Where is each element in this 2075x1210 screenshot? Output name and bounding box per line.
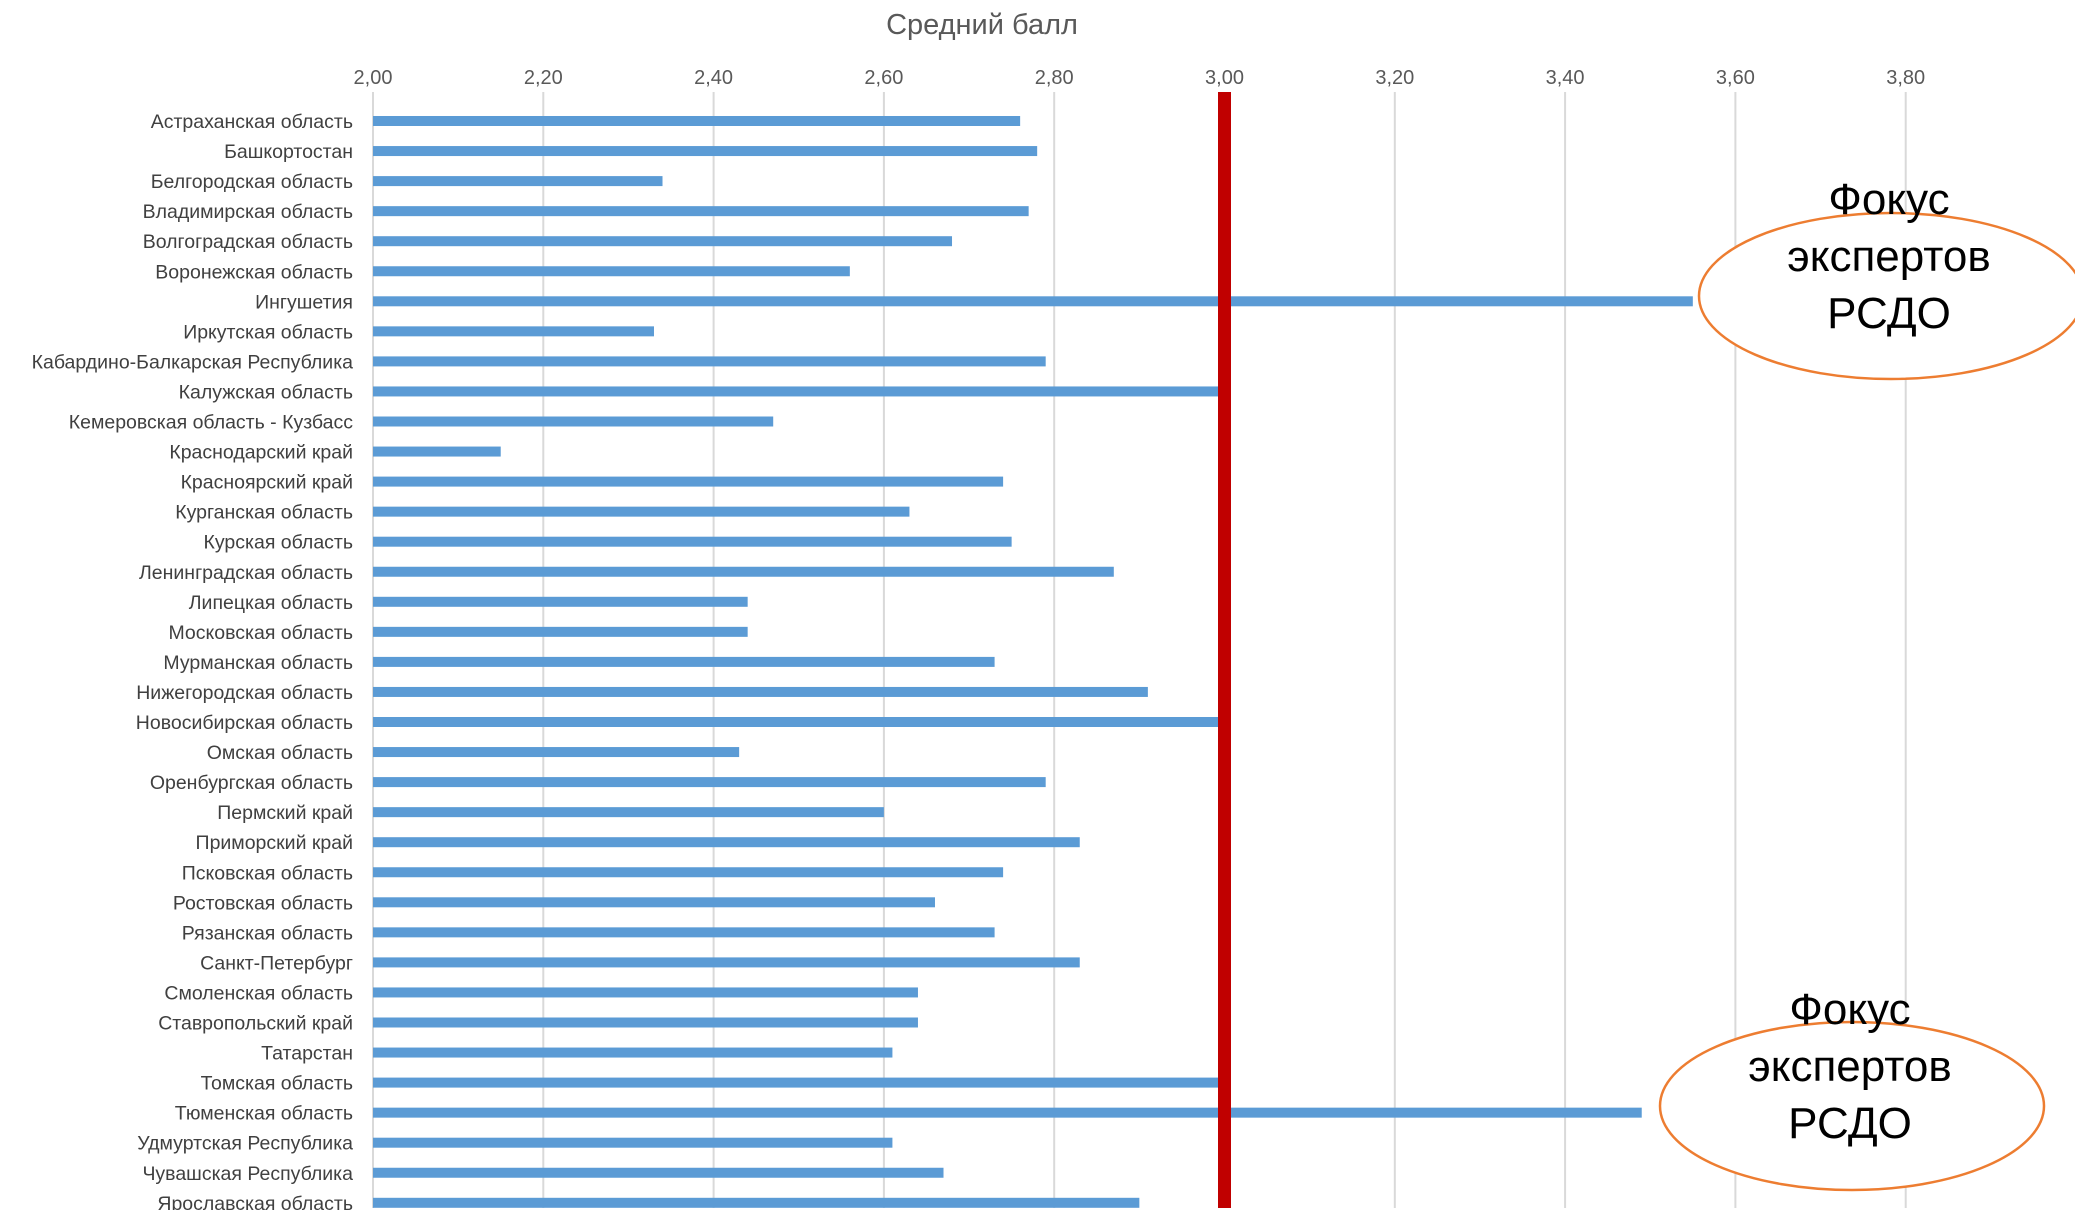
category-label: Московская область	[168, 622, 353, 644]
category-label: Красноярский край	[181, 472, 353, 494]
category-label: Липецкая область	[189, 592, 353, 614]
category-label: Рязанская область	[182, 922, 353, 944]
chart-title: Средний балл	[886, 9, 1078, 41]
category-label: Ингушетия	[255, 291, 353, 313]
category-label: Смоленская область	[164, 982, 353, 1004]
callout-text: РСДО	[1827, 289, 1951, 338]
category-label: Ростовская область	[173, 892, 353, 914]
bar	[373, 1017, 918, 1028]
callouts: Фокус экспертов РСДО Фокус экспертов РСДО	[1658, 175, 2075, 1192]
bar	[373, 1047, 893, 1058]
x-tick-label: 3,20	[1375, 67, 1414, 89]
bar	[373, 416, 774, 427]
bar	[373, 867, 1004, 878]
category-label: Омская область	[207, 742, 353, 764]
category-label: Приморский край	[196, 832, 353, 854]
category-label: Ленинградская область	[139, 562, 353, 584]
bar	[373, 116, 1021, 126]
x-tick-label: 2,20	[524, 67, 563, 89]
bar	[373, 656, 995, 667]
category-label: Оренбургская область	[150, 772, 353, 794]
x-tick-label: 2,60	[864, 67, 903, 89]
bar	[373, 326, 654, 337]
category-label: Томская область	[201, 1073, 353, 1095]
bar	[373, 1107, 1642, 1118]
category-label: Белгородская область	[151, 171, 353, 193]
callout-text: экспертов	[1787, 232, 1991, 281]
category-label: Астраханская область	[151, 111, 353, 133]
bar	[373, 266, 850, 277]
category-label: Курганская область	[175, 502, 353, 524]
bar	[373, 446, 501, 457]
x-tick-label: 3,40	[1546, 67, 1585, 89]
bar	[373, 596, 748, 607]
callout-text: Фокус	[1828, 175, 1949, 224]
bar	[373, 807, 884, 818]
category-label: Кемеровская область - Кузбасс	[69, 412, 353, 434]
bar	[373, 566, 1114, 577]
x-tick-label: 3,80	[1886, 67, 1925, 89]
category-label: Санкт-Петербург	[200, 952, 353, 974]
bar	[373, 837, 1080, 848]
bar	[373, 386, 1225, 397]
bar	[373, 626, 748, 637]
bar	[373, 236, 953, 247]
category-label: Удмуртская Республика	[137, 1133, 353, 1155]
x-tick-label: 2,40	[694, 67, 733, 89]
category-label: Псковская область	[182, 862, 353, 884]
bar	[373, 1137, 893, 1148]
category-label: Калужская область	[179, 381, 353, 403]
bar	[373, 957, 1080, 968]
callout-ellipse	[1658, 1020, 2046, 1192]
bar	[373, 747, 740, 758]
bar	[373, 506, 910, 517]
category-label: Мурманская область	[163, 652, 353, 674]
category-label: Ярославская область	[157, 1193, 353, 1210]
bar	[373, 987, 918, 998]
bar	[373, 1077, 1225, 1088]
x-tick-label: 3,60	[1716, 67, 1755, 89]
x-tick-label: 3,00	[1205, 67, 1244, 89]
bar	[373, 536, 1012, 547]
bars	[373, 116, 1693, 1208]
bar	[373, 1167, 944, 1178]
category-label: Краснодарский край	[169, 442, 353, 464]
category-label: Башкортостан	[224, 141, 353, 163]
category-label: Татарстан	[261, 1043, 353, 1065]
category-label: Пермский край	[217, 802, 353, 824]
x-axis-ticks: 2,00 2,20 2,40 2,60 2,80 3,00 3,20 3,40 3,60 3,80	[354, 67, 1926, 89]
category-label: Иркутская область	[183, 321, 353, 343]
callout-text: РСДО	[1788, 1099, 1912, 1148]
callout-text: экспертов	[1748, 1042, 1952, 1091]
category-label: Ставропольский край	[158, 1013, 353, 1035]
bar	[373, 296, 1693, 307]
bar	[373, 1197, 1140, 1208]
bar	[373, 777, 1046, 788]
category-labels: Астраханская область Башкортостан Белгород…	[32, 111, 354, 1210]
category-label: Новосибирская область	[136, 712, 353, 734]
callout-text: Фокус	[1789, 985, 1910, 1034]
x-tick-label: 2,00	[354, 67, 393, 89]
category-label: Чувашская Республика	[142, 1163, 353, 1185]
bar	[373, 206, 1029, 217]
category-label: Владимирская область	[143, 201, 353, 223]
bar	[373, 686, 1148, 697]
callout-ellipse	[1697, 211, 2075, 381]
category-label: Курская область	[204, 532, 353, 554]
category-label: Кабардино-Балкарская Республика	[32, 351, 354, 373]
category-label: Воронежская область	[155, 261, 353, 283]
bar	[373, 176, 663, 187]
bar	[373, 356, 1046, 367]
category-label: Волгоградская область	[143, 231, 353, 253]
gridlines	[372, 92, 1907, 1208]
bar	[373, 717, 1225, 727]
x-tick-label: 2,80	[1035, 67, 1074, 89]
bar	[373, 476, 1004, 487]
category-label: Тюменская область	[175, 1103, 353, 1125]
category-label: Нижегородская область	[136, 682, 353, 704]
bar	[373, 146, 1038, 157]
bar	[373, 897, 935, 908]
bar	[373, 927, 995, 938]
